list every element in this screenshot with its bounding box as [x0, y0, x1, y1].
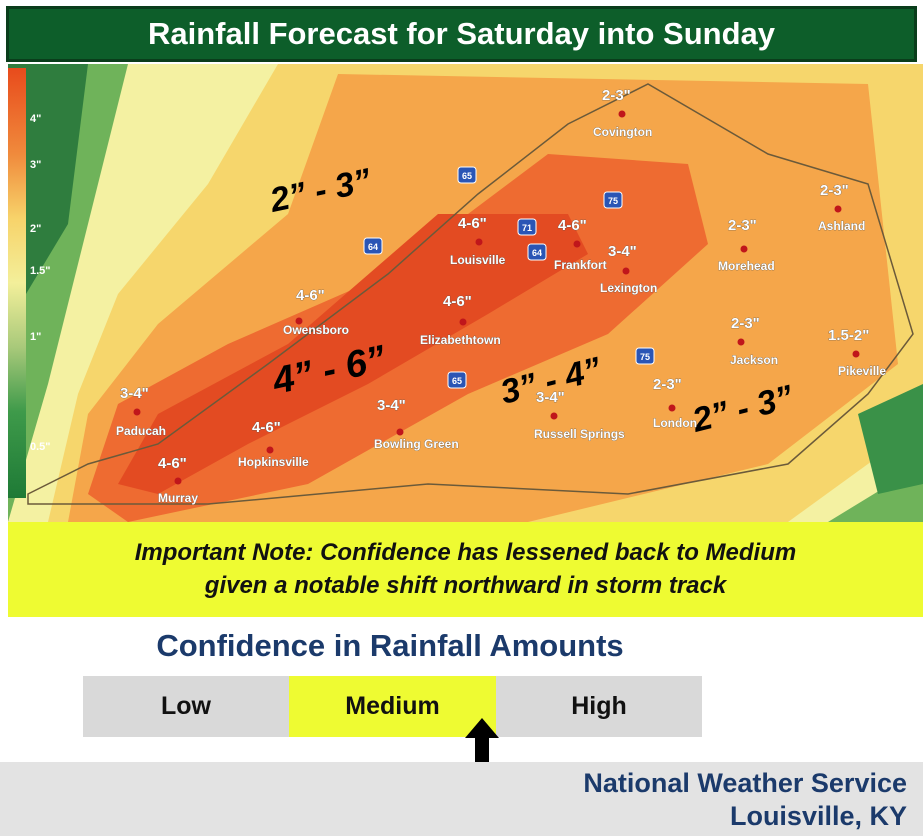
city-name: Louisville [450, 253, 506, 267]
city-amount: 4-6" [296, 287, 325, 304]
highway-label: 65 [452, 376, 462, 386]
highway-label: 75 [608, 196, 618, 206]
city-amount: 2-3" [602, 87, 631, 104]
city-name: Frankfort [554, 258, 607, 272]
confidence-title: Confidence in Rainfall Amounts [156, 628, 624, 663]
city-amount: 2-3" [820, 182, 849, 199]
legend-tick: 1.5" [30, 265, 51, 277]
city-amount: 2-3" [731, 315, 760, 332]
highway-label: 64 [532, 248, 542, 258]
confidence-low: Low [83, 676, 289, 737]
confidence-medium: Medium [289, 676, 496, 737]
city-name: Covington [593, 125, 652, 139]
city-name: Russell Springs [534, 427, 625, 441]
confidence-scale: Low Medium High [83, 676, 702, 737]
rainfall-map: 4" 3" 2" 1.5" 1" 0.5" 65 71 75 64 64 65 … [8, 64, 923, 522]
highway-shields [363, 166, 655, 389]
city-amount: 3-4" [120, 385, 149, 402]
city-name: Ashland [818, 219, 865, 233]
city-amount: 4-6" [252, 419, 281, 436]
confidence-high: High [496, 676, 702, 737]
city-name: Morehead [718, 259, 775, 273]
footer: National Weather Service Louisville, KY [0, 762, 923, 836]
city-name: Pikeville [838, 364, 886, 378]
city-amount: 3-4" [608, 243, 637, 260]
office-name: Louisville, KY [729, 801, 907, 831]
southeast-green [858, 384, 923, 494]
city-amount: 2-3" [653, 376, 682, 393]
legend-tick: 3" [30, 159, 41, 171]
legend-tick: 2" [30, 223, 41, 235]
city-name: Jackson [730, 353, 778, 367]
city-amount: 2-3" [728, 217, 757, 234]
city-name: London [653, 416, 697, 430]
legend-bar [8, 68, 26, 498]
arrow-up-icon [465, 718, 499, 762]
note-line-1: Important Note: Confidence has lessened … [134, 539, 797, 566]
city-amount: 1.5-2" [828, 327, 869, 344]
city-name: Murray [158, 491, 198, 505]
legend-tick: 4" [30, 113, 41, 125]
legend-tick: 0.5" [30, 441, 51, 453]
map-title: Rainfall Forecast for Saturday into Sund… [6, 6, 917, 62]
city-name: Paducah [116, 424, 166, 438]
city-amount: 4-6" [458, 215, 487, 232]
city-amount: 4-6" [558, 217, 587, 234]
city-name: Elizabethtown [420, 333, 501, 347]
important-note: Important Note: Confidence has lessened … [8, 522, 923, 617]
state-border [27, 83, 914, 505]
city-name: Bowling Green [374, 437, 459, 451]
org-name: National Weather Service [583, 768, 907, 798]
city-name: Owensboro [283, 323, 349, 337]
legend-tick: 1" [30, 331, 41, 343]
city-amount: 3-4" [536, 389, 565, 406]
city-name: Hopkinsville [238, 455, 309, 469]
city-name: Lexington [600, 281, 657, 295]
highway-label: 71 [522, 223, 532, 233]
city-amount: 4-6" [443, 293, 472, 310]
city-amount: 4-6" [158, 455, 187, 472]
highway-label: 65 [462, 171, 472, 181]
highway-label: 75 [640, 352, 650, 362]
city-amount: 3-4" [377, 397, 406, 414]
highway-label: 64 [368, 242, 378, 252]
city-dots [133, 110, 860, 485]
note-line-2: given a notable shift northward in storm… [204, 572, 727, 599]
band-red [118, 214, 588, 494]
